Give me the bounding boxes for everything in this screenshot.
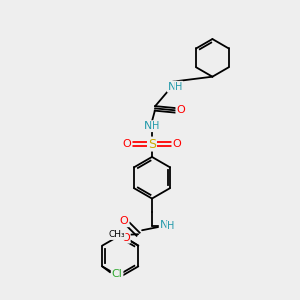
Text: O: O bbox=[120, 216, 129, 226]
Text: H: H bbox=[152, 121, 160, 131]
Text: N: N bbox=[168, 82, 176, 92]
Text: Cl: Cl bbox=[112, 269, 123, 279]
Text: H: H bbox=[175, 82, 182, 92]
Text: CH₃: CH₃ bbox=[108, 230, 125, 239]
Text: O: O bbox=[172, 139, 181, 149]
Text: O: O bbox=[123, 139, 132, 149]
Text: N: N bbox=[144, 121, 152, 131]
Text: O: O bbox=[121, 233, 130, 243]
Text: N: N bbox=[160, 220, 168, 230]
Text: O: O bbox=[176, 105, 185, 116]
Text: S: S bbox=[148, 138, 156, 151]
Text: H: H bbox=[167, 221, 175, 231]
